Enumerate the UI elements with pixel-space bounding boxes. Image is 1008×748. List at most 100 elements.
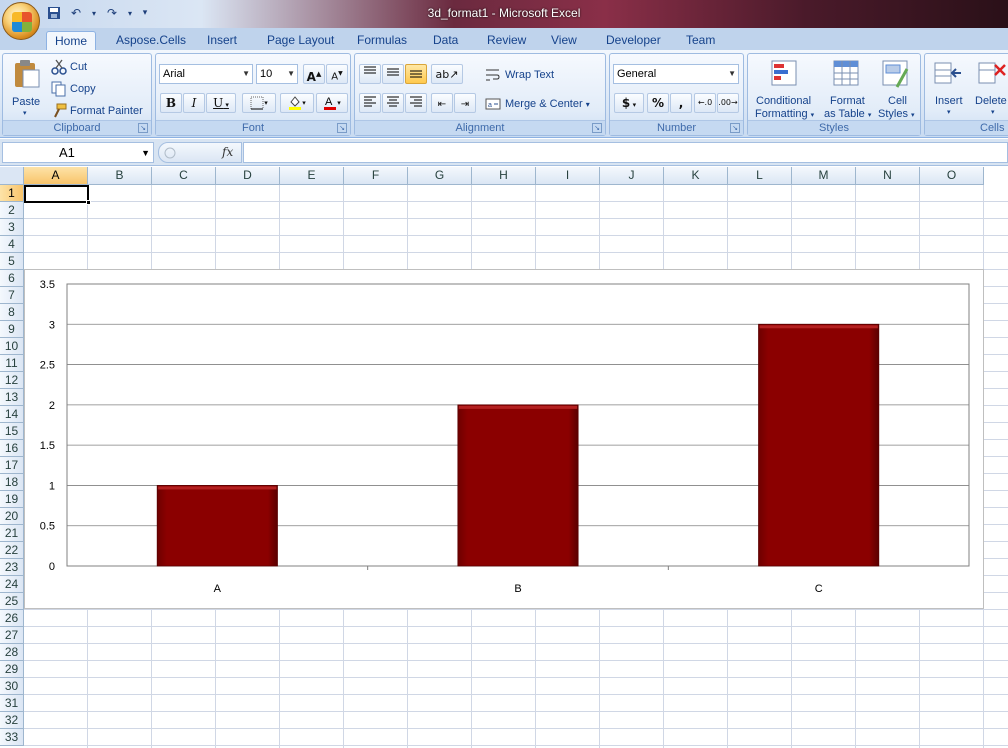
row-header-32[interactable]: 32 — [0, 712, 24, 729]
font-color-button[interactable]: A ▾ — [316, 93, 348, 113]
row-header-7[interactable]: 7 — [0, 287, 24, 304]
row-header-3[interactable]: 3 — [0, 219, 24, 236]
decrease-indent-button[interactable]: ⇤ — [431, 93, 453, 113]
number-launcher-icon[interactable]: ↘ — [730, 123, 740, 133]
column-header-b[interactable]: B — [88, 167, 152, 185]
percent-button[interactable]: % — [647, 93, 669, 113]
active-cell[interactable] — [24, 185, 91, 205]
tab-insert[interactable]: Insert — [207, 33, 238, 47]
row-header-4[interactable]: 4 — [0, 236, 24, 253]
row-header-15[interactable]: 15 — [0, 423, 24, 440]
redo-icon[interactable]: ↷ — [106, 6, 118, 20]
chevron-down-icon[interactable]: ▼ — [141, 148, 150, 158]
copy-button[interactable]: Copy — [70, 83, 96, 95]
tab-developer[interactable]: Developer — [606, 33, 661, 47]
name-box[interactable]: A1 ▼ — [2, 142, 154, 163]
row-header-22[interactable]: 22 — [0, 542, 24, 559]
wrap-text-button[interactable]: Wrap Text — [505, 69, 555, 81]
underline-button[interactable]: U ▾ — [206, 93, 236, 113]
row-header-20[interactable]: 20 — [0, 508, 24, 525]
merge-center-button[interactable]: Merge & Center ▾ — [505, 98, 590, 110]
align-top-button[interactable] — [359, 64, 381, 84]
number-format-select[interactable]: General ▼ — [613, 64, 739, 84]
save-icon[interactable] — [46, 5, 62, 21]
row-header-26[interactable]: 26 — [0, 610, 24, 627]
tab-page-layout[interactable]: Page Layout — [267, 33, 335, 47]
fill-handle[interactable] — [86, 200, 91, 205]
formula-input[interactable] — [243, 142, 1008, 163]
font-launcher-icon[interactable]: ↘ — [337, 123, 347, 133]
column-header-h[interactable]: H — [472, 167, 536, 185]
cut-button[interactable]: Cut — [70, 61, 88, 73]
office-button[interactable] — [2, 2, 40, 40]
decrease-decimal-button[interactable]: .00→ — [717, 93, 739, 113]
row-header-14[interactable]: 14 — [0, 406, 24, 423]
conditional-formatting-button[interactable]: Conditional Formatting ▾ — [750, 57, 822, 121]
increase-decimal-button[interactable]: ←.0 — [694, 93, 716, 113]
paste-button[interactable]: Paste ▾ — [9, 58, 43, 117]
insert-cells-button[interactable]: Insert ▾ — [927, 57, 971, 121]
row-header-9[interactable]: 9 — [0, 321, 24, 338]
column-header-a[interactable]: A — [24, 167, 88, 185]
row-header-8[interactable]: 8 — [0, 304, 24, 321]
font-size-select[interactable]: 10 ▼ — [256, 64, 298, 84]
currency-button[interactable]: $ ▾ — [614, 93, 644, 113]
row-header-5[interactable]: 5 — [0, 253, 24, 270]
font-name-select[interactable]: Arial ▼ — [159, 64, 253, 84]
row-header-16[interactable]: 16 — [0, 440, 24, 457]
row-header-21[interactable]: 21 — [0, 525, 24, 542]
row-header-30[interactable]: 30 — [0, 678, 24, 695]
tab-formulas[interactable]: Formulas — [357, 33, 408, 47]
bold-button[interactable]: B — [160, 93, 182, 113]
customize-qat-icon[interactable]: ▾ — [142, 8, 148, 18]
tab-team[interactable]: Team — [686, 33, 716, 47]
column-header-c[interactable]: C — [152, 167, 216, 185]
tab-data[interactable]: Data — [433, 33, 459, 47]
grow-font-button[interactable]: A▲ — [303, 64, 325, 84]
row-header-28[interactable]: 28 — [0, 644, 24, 661]
row-header-25[interactable]: 25 — [0, 593, 24, 610]
undo-dropdown-icon[interactable]: ▾ — [91, 8, 96, 18]
column-header-n[interactable]: N — [856, 167, 920, 185]
row-header-23[interactable]: 23 — [0, 559, 24, 576]
tab-review[interactable]: Review — [487, 33, 527, 47]
column-header-f[interactable]: F — [344, 167, 408, 185]
column-header-j[interactable]: J — [600, 167, 664, 185]
bar-chart[interactable]: 0 0.5 1 1.5 2 2.5 3 3.5 A B C — [24, 269, 984, 609]
delete-cells-button[interactable]: Delete ▾ — [973, 57, 1008, 121]
row-header-18[interactable]: 18 — [0, 474, 24, 491]
align-right-button[interactable] — [405, 93, 427, 113]
column-header-d[interactable]: D — [216, 167, 280, 185]
row-header-10[interactable]: 10 — [0, 338, 24, 355]
redo-dropdown-icon[interactable]: ▾ — [127, 8, 132, 18]
row-header-19[interactable]: 19 — [0, 491, 24, 508]
row-header-11[interactable]: 11 — [0, 355, 24, 372]
insert-function-button[interactable]: fx — [222, 145, 234, 159]
row-header-6[interactable]: 6 — [0, 270, 24, 287]
row-header-2[interactable]: 2 — [0, 202, 24, 219]
column-header-k[interactable]: K — [664, 167, 728, 185]
fill-color-button[interactable]: ▾ — [280, 93, 314, 113]
clipboard-launcher-icon[interactable]: ↘ — [138, 123, 148, 133]
column-header-m[interactable]: M — [792, 167, 856, 185]
borders-button[interactable]: ▾ — [242, 93, 276, 113]
format-painter-button[interactable]: Format Painter — [70, 105, 143, 117]
column-header-e[interactable]: E — [280, 167, 344, 185]
column-header-g[interactable]: G — [408, 167, 472, 185]
row-header-24[interactable]: 24 — [0, 576, 24, 593]
row-header-33[interactable]: 33 — [0, 729, 24, 746]
align-middle-button[interactable] — [382, 64, 404, 84]
row-header-1[interactable]: 1 — [0, 185, 24, 202]
shrink-font-button[interactable]: A▼ — [326, 64, 348, 84]
italic-button[interactable]: I — [183, 93, 205, 113]
alignment-launcher-icon[interactable]: ↘ — [592, 123, 602, 133]
row-header-17[interactable]: 17 — [0, 457, 24, 474]
align-bottom-button[interactable] — [405, 64, 427, 84]
column-header-i[interactable]: I — [536, 167, 600, 185]
row-header-27[interactable]: 27 — [0, 627, 24, 644]
tab-view[interactable]: View — [551, 33, 577, 47]
tab-aspose-cells[interactable]: Aspose.Cells — [116, 33, 187, 47]
orientation-button[interactable]: ab↗ — [431, 64, 463, 84]
row-header-29[interactable]: 29 — [0, 661, 24, 678]
align-left-button[interactable] — [359, 93, 381, 113]
